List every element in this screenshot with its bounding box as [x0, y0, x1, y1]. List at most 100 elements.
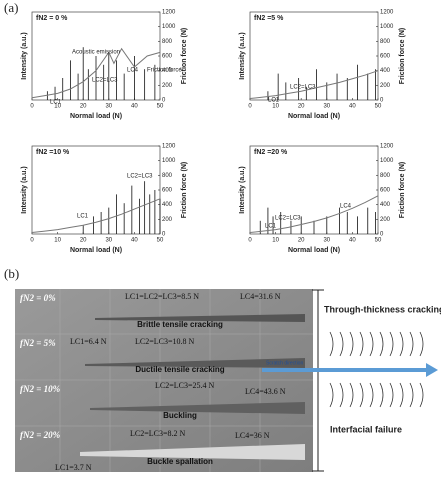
y2-tick-label: 1000 [162, 24, 176, 30]
critical-load: LC1=LC2=LC3=8.5 N [125, 292, 199, 301]
x-tick-label: 40 [131, 104, 138, 110]
friction-line [31, 47, 161, 99]
failure-mode: Buckling [163, 411, 197, 420]
failure-mode: Buckle spallation [147, 457, 213, 466]
annotation: LC2=LC3 [275, 216, 301, 222]
y2-tick-label: 200 [162, 83, 173, 89]
x-tick-label: 30 [105, 238, 112, 244]
fraction-label: fN2 = 20% [20, 430, 61, 440]
failure-mode: Brittle tensile cracking [137, 320, 223, 329]
critical-load: LC2=LC3=10.8 N [135, 337, 194, 346]
friction-line [249, 195, 379, 234]
y2-tick-label: 1200 [162, 144, 176, 150]
y2-tick-label: 0 [162, 232, 166, 238]
x-tick-label: 50 [375, 104, 382, 110]
annotation: LC1 [265, 224, 277, 230]
y2-tick-label: 800 [162, 173, 173, 179]
x-tick-label: 20 [80, 104, 87, 110]
y-axis-label: Intensity (a.u.) [21, 166, 28, 213]
arrow-head [426, 363, 438, 377]
y2-tick-label: 400 [162, 202, 173, 208]
y2-tick-label: 400 [380, 68, 391, 74]
x-tick-label: 50 [157, 104, 164, 110]
x-tick-label: 30 [323, 238, 330, 244]
annotation: Friction force [147, 68, 182, 74]
x-tick-label: 40 [131, 238, 138, 244]
annotation: LC4 [127, 68, 139, 74]
y2-tick-label: 400 [380, 202, 391, 208]
annotation: LC2=LC3 [127, 174, 153, 180]
chart-title: fN2 =5 % [254, 15, 284, 22]
critical-load: LC1=3.7 N [55, 463, 92, 472]
y-axis-label: Intensity (a.u.) [239, 166, 246, 213]
y-axis-label: Intensity (a.u.) [21, 32, 28, 79]
y2-tick-label: 600 [162, 54, 173, 60]
x-tick-label: 50 [375, 238, 382, 244]
critical-load: LC2=LC3=8.2 N [130, 429, 185, 438]
y2-tick-label: 1000 [380, 158, 394, 164]
fraction-label: fN2 = 10% [20, 384, 61, 394]
x-axis-label: Normal load (N) [70, 247, 122, 254]
annotation: Scratch direction [266, 360, 303, 366]
y2-tick-label: 1200 [380, 10, 394, 16]
friction-line [31, 198, 161, 234]
panel-label: (a) [4, 0, 18, 15]
y2-axis-label: Friction force (N) [399, 28, 406, 84]
x-tick-label: 10 [272, 104, 279, 110]
y2-tick-label: 0 [162, 98, 166, 104]
annotation: LC1 [50, 100, 62, 106]
x-tick-label: 10 [54, 104, 61, 110]
y2-tick-label: 800 [380, 173, 391, 179]
annotation: Acoustic emission [72, 50, 120, 56]
y2-tick-label: 1200 [380, 144, 394, 150]
y-axis-label: Intensity (a.u.) [239, 32, 246, 79]
x-tick-label: 0 [248, 104, 252, 110]
chart-title: fN2 =20 % [254, 149, 288, 156]
chart-title: fN2 = 0 % [36, 15, 68, 22]
y2-tick-label: 200 [380, 83, 391, 89]
x-tick-label: 0 [30, 238, 34, 244]
annotation: Interfacial failure [330, 424, 402, 434]
annotation: LC2=LC3 [290, 85, 316, 91]
critical-load: LC4=31.6 N [240, 292, 281, 301]
chart-title: fN2 =10 % [36, 149, 70, 156]
annotation: LC1 [77, 214, 89, 220]
y2-tick-label: 800 [162, 39, 173, 45]
x-tick-label: 40 [349, 104, 356, 110]
x-tick-label: 0 [30, 104, 34, 110]
y2-tick-label: 1200 [162, 10, 176, 16]
fraction-label: fN2 = 5% [20, 338, 56, 348]
annotation: LC1 [268, 98, 280, 104]
x-tick-label: 40 [349, 238, 356, 244]
x-tick-label: 20 [298, 104, 305, 110]
friction-line [249, 70, 379, 100]
x-tick-label: 20 [298, 238, 305, 244]
x-tick-label: 10 [54, 238, 61, 244]
y2-tick-label: 200 [162, 217, 173, 223]
x-tick-label: 30 [323, 104, 330, 110]
y2-tick-label: 0 [380, 98, 384, 104]
scratch-tracks [80, 314, 305, 460]
critical-load: LC4=36 N [235, 431, 270, 440]
x-tick-label: 10 [272, 238, 279, 244]
y2-tick-label: 0 [380, 232, 384, 238]
x-tick-label: 0 [248, 238, 252, 244]
critical-load: LC2=LC3=25.4 N [155, 381, 214, 390]
x-axis-label: Normal load (N) [288, 113, 340, 120]
annotation: LC4 [340, 204, 352, 210]
y2-tick-label: 800 [380, 39, 391, 45]
x-axis-label: Normal load (N) [288, 247, 340, 254]
fraction-label: fN2 = 0% [20, 293, 56, 303]
x-axis-label: Normal load (N) [70, 113, 122, 120]
failure-mode: Ductile tensile cracking [135, 365, 224, 374]
annotation: LC2=LC3 [92, 78, 118, 84]
y2-axis-label: Friction force (N) [181, 28, 188, 84]
y2-tick-label: 600 [380, 188, 391, 194]
critical-load: LC4=43.6 N [245, 387, 286, 396]
panel-label: (b) [4, 266, 19, 281]
y2-tick-label: 200 [380, 217, 391, 223]
y2-tick-label: 600 [162, 188, 173, 194]
x-tick-label: 50 [157, 238, 164, 244]
y2-tick-label: 1000 [380, 24, 394, 30]
